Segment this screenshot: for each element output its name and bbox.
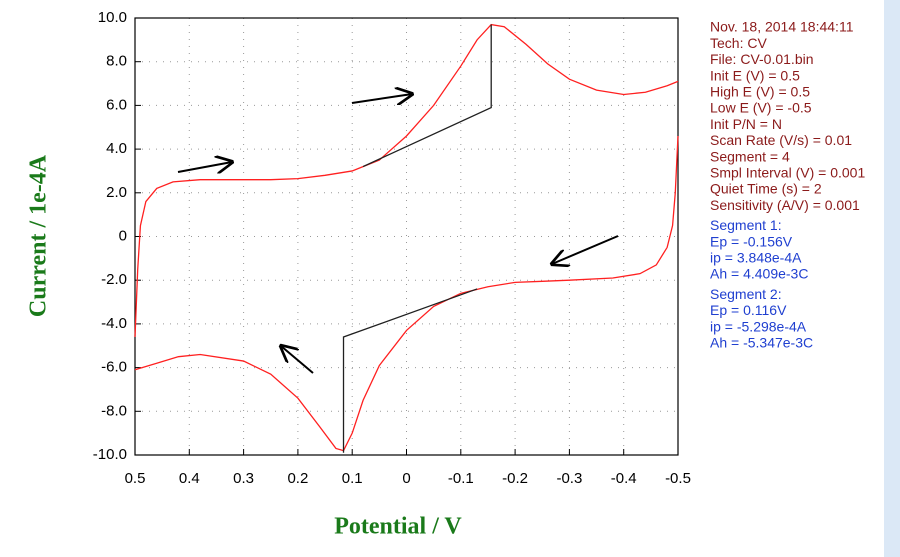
x-tick-label: 0.4 [179,470,200,487]
panel-line: ip = -5.298e-4A [710,318,807,334]
data-line [134,135,679,452]
x-tick-label: 0.1 [342,470,363,487]
x-tick-label: -0.2 [502,470,528,487]
x-tick-label: 0.2 [287,470,308,487]
x-axis-title: Potential / V [334,514,462,540]
panel-line: Init E (V) = 0.5 [710,67,800,83]
arrow [281,346,314,374]
x-tick-label: 0.3 [233,470,254,487]
x-tick-label: -0.3 [556,470,582,487]
panel-line: Segment 1: [710,217,782,233]
panel-line: Segment = 4 [710,148,790,164]
y-tick-label: 8.0 [106,53,127,70]
plot-frame [134,17,679,456]
arrows [177,94,619,374]
x-tick-label: -0.5 [665,470,691,487]
panel-line: Low E (V) = -0.5 [710,100,812,116]
y-tick-label: 6.0 [106,96,127,113]
panel-line: Sensitivity (A/V) = 0.001 [710,197,860,213]
y-tick-label: -2.0 [101,271,127,288]
x-tick-label: 0 [402,470,410,487]
arrow [177,162,232,172]
y-tick-label: -4.0 [101,315,127,332]
y-tick-label: -10.0 [93,446,127,463]
y-tick-label: 4.0 [106,140,127,157]
y-tick-label: -6.0 [101,359,127,376]
data-line [134,23,679,338]
panel-line: Ah = 4.409e-3C [710,266,808,282]
panel-line: Segment 2: [710,286,782,302]
panel-line: High E (V) = 0.5 [710,84,810,100]
panel-line: Quiet Time (s) = 2 [710,181,822,197]
y-tick-label: 2.0 [106,184,127,201]
data-line [342,288,478,453]
panel-line: Ep = 0.116V [710,302,787,318]
panel-line: Smpl Interval (V) = 0.001 [710,165,865,181]
x-tick-label: -0.4 [611,470,637,487]
y-axis-title: Current / 1e-4A [26,154,52,317]
data-line [362,24,492,168]
x-tick-label: 0.5 [125,470,146,487]
window-edge [884,0,900,557]
arrow [351,94,412,103]
y-tick-label: -8.0 [101,402,127,419]
x-tick-label: -0.1 [448,470,474,487]
plot-area [134,17,679,456]
panel-line: Tech: CV [710,35,767,51]
y-tick-label: 0 [119,227,127,244]
panel-line: ip = 3.848e-4A [710,250,802,266]
panel-line: File: CV-0.01.bin [710,51,814,67]
panel-line: Ah = -5.347e-3C [710,335,813,351]
panel-line: Nov. 18, 2014 18:44:11 [710,19,854,35]
y-tick-label: 10.0 [98,9,127,26]
arrow [552,235,619,264]
panel-line: Scan Rate (V/s) = 0.01 [710,132,852,148]
panel-line: Init P/N = N [710,116,782,132]
panel-line: Ep = -0.156V [710,233,793,249]
